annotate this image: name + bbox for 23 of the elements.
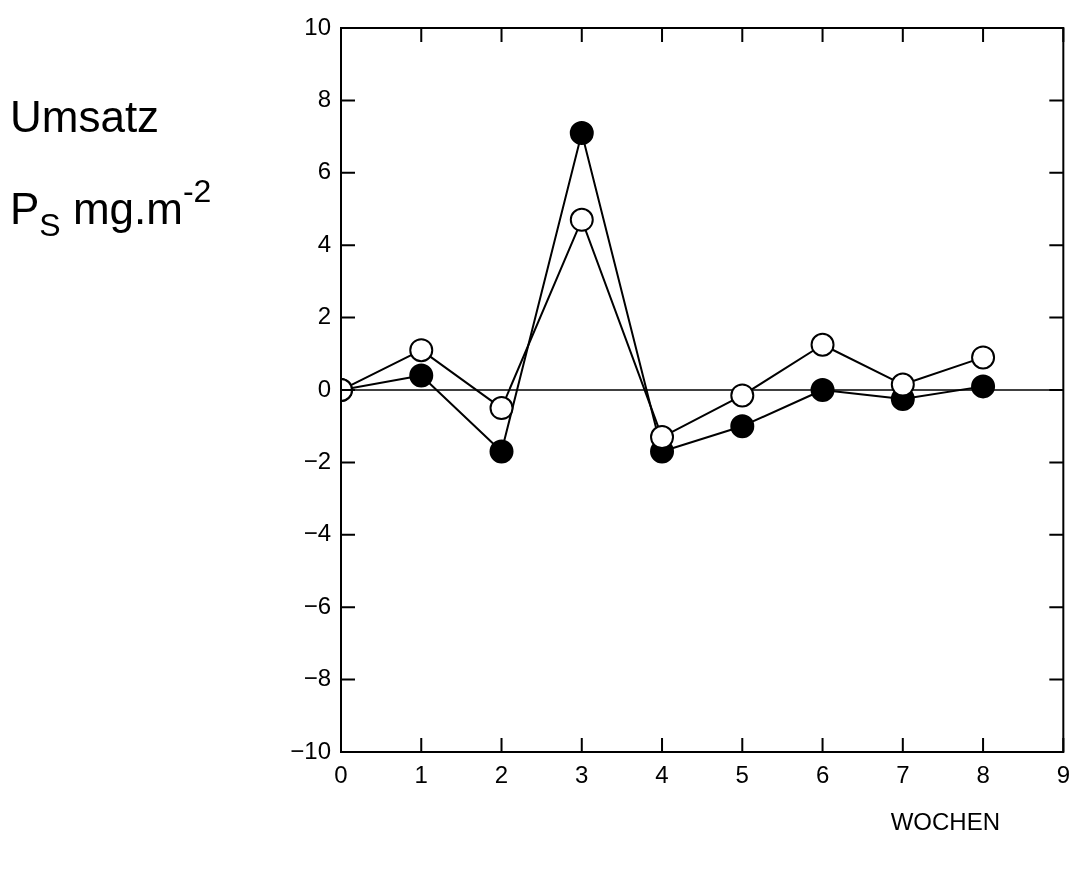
y-tick-label: 8: [317, 85, 331, 113]
y-tick-label: 4: [317, 229, 331, 257]
y-axis-title: Umsatz P$_{S}$ mg.m$^{-2}$: [10, 91, 212, 245]
x-tick-label: 2: [494, 761, 509, 789]
y-tick-label: −6: [303, 591, 331, 619]
x-tick-label: 5: [735, 761, 749, 789]
x-tick-label: 8: [976, 761, 990, 789]
x-tick-label: 4: [655, 761, 669, 789]
y-tick-label: 0: [317, 374, 331, 402]
x-tick-label: 3: [575, 761, 589, 789]
x-axis-title: WOCHEN: [890, 808, 1000, 836]
x-tick-label: 0: [334, 761, 348, 789]
y-tick-label: 10: [304, 12, 331, 40]
x-tick-label: 1: [414, 761, 428, 789]
x-tick-label: 6: [815, 761, 830, 789]
y-tick-label: 2: [317, 302, 331, 330]
y-tick-label: −8: [303, 664, 331, 692]
y-tick-label: −4: [303, 519, 331, 547]
y-tick-label: 6: [317, 157, 331, 185]
x-tick-label: 7: [896, 761, 910, 789]
y-tick-label: −10: [290, 736, 331, 764]
y-tick-label: −2: [303, 447, 331, 475]
x-tick-label: 9: [1056, 761, 1071, 789]
